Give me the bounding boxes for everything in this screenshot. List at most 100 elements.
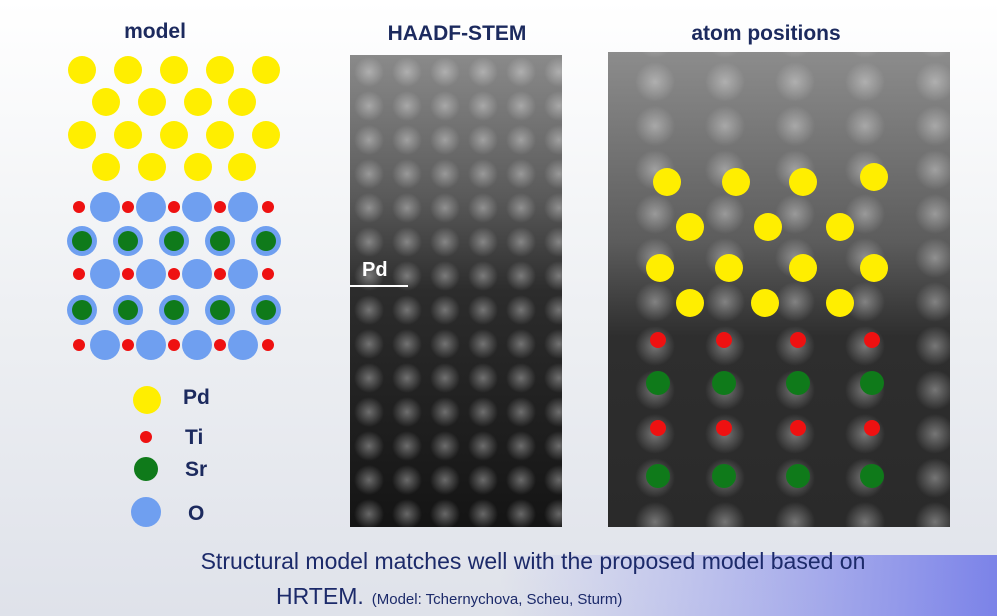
slide: model HAADF-STEM atom positions Pd Pd Ti… [0, 0, 997, 616]
pd-atom [138, 88, 166, 116]
pd-atom [826, 213, 854, 241]
sr-atom [256, 231, 276, 251]
pd-atom [860, 254, 888, 282]
ti-atom [73, 268, 85, 280]
sr-atom [118, 300, 138, 320]
pd-atom [789, 254, 817, 282]
sr-atom [646, 371, 670, 395]
pd-atom [676, 289, 704, 317]
pd-atom [826, 289, 854, 317]
interface-label: Pd [362, 259, 388, 281]
pd-atom [184, 153, 212, 181]
ti-atom [168, 201, 180, 213]
o-atom [228, 192, 258, 222]
legend-label: O [188, 502, 204, 525]
legend-label: Sr [185, 458, 207, 481]
pd-atom [676, 213, 704, 241]
pd-atom [789, 168, 817, 196]
pd-atom [68, 121, 96, 149]
panel-title: atom positions [691, 22, 840, 45]
sr-atom [256, 300, 276, 320]
sr-atom [712, 371, 736, 395]
pd-atom [653, 168, 681, 196]
caption-line: Structural model matches well with the p… [201, 548, 866, 574]
stem-image: Pd [350, 55, 562, 527]
pd-atom [160, 56, 188, 84]
legend-label: Pd [183, 386, 210, 409]
sr-atom [164, 231, 184, 251]
ti-atom [122, 268, 134, 280]
sr-atom [118, 231, 138, 251]
ti-atom [168, 268, 180, 280]
sr-atom [786, 464, 810, 488]
atom-positions-image [608, 52, 950, 527]
ti-atom [214, 339, 226, 351]
legend-label: Ti [185, 426, 203, 449]
ti-atom [122, 201, 134, 213]
o-atom [90, 259, 120, 289]
legend-marker [133, 386, 161, 414]
ti-atom [73, 201, 85, 213]
o-atom [90, 330, 120, 360]
pd-atom [92, 153, 120, 181]
o-atom [182, 259, 212, 289]
pd-atom [114, 56, 142, 84]
ti-atom [73, 339, 85, 351]
pd-atom [860, 163, 888, 191]
ti-atom [790, 332, 806, 348]
ti-atom [262, 339, 274, 351]
sr-atom [712, 464, 736, 488]
pd-atom [206, 56, 234, 84]
pd-atom [252, 121, 280, 149]
legend-marker [134, 457, 158, 481]
sr-atom [164, 300, 184, 320]
pd-atom [68, 56, 96, 84]
ti-atom [262, 201, 274, 213]
ti-atom [716, 332, 732, 348]
pd-atom [160, 121, 188, 149]
pd-atom [252, 56, 280, 84]
o-atom [136, 192, 166, 222]
pd-atom [751, 289, 779, 317]
pd-atom [228, 88, 256, 116]
ti-atom [864, 332, 880, 348]
caption-text: HRTEM. [276, 583, 364, 609]
legend-marker [140, 431, 152, 443]
ti-atom [168, 339, 180, 351]
ti-atom [262, 268, 274, 280]
ti-atom [790, 420, 806, 436]
sr-atom [646, 464, 670, 488]
o-atom [182, 192, 212, 222]
stem-columns [350, 55, 562, 527]
pd-atom [184, 88, 212, 116]
ti-atom [864, 420, 880, 436]
pd-atom [206, 121, 234, 149]
caption-note: (Model: Tchernychova, Scheu, Sturm) [372, 591, 623, 608]
pd-atom [138, 153, 166, 181]
o-atom [136, 259, 166, 289]
sr-atom [72, 231, 92, 251]
pd-atom [646, 254, 674, 282]
sr-atom [72, 300, 92, 320]
ti-atom [650, 332, 666, 348]
ti-atom [122, 339, 134, 351]
pd-atom [722, 168, 750, 196]
sr-atom [860, 464, 884, 488]
sr-atom [860, 371, 884, 395]
ti-atom [214, 201, 226, 213]
o-atom [136, 330, 166, 360]
panel-title: model [124, 20, 186, 43]
sr-atom [210, 300, 230, 320]
ti-atom [650, 420, 666, 436]
image-columns [608, 52, 950, 527]
panel-title: HAADF-STEM [388, 22, 527, 45]
sr-atom [786, 371, 810, 395]
legend-marker [131, 497, 161, 527]
o-atom [228, 330, 258, 360]
sr-atom [210, 231, 230, 251]
o-atom [182, 330, 212, 360]
o-atom [228, 259, 258, 289]
ti-atom [214, 268, 226, 280]
pd-atom [754, 213, 782, 241]
pd-atom [114, 121, 142, 149]
